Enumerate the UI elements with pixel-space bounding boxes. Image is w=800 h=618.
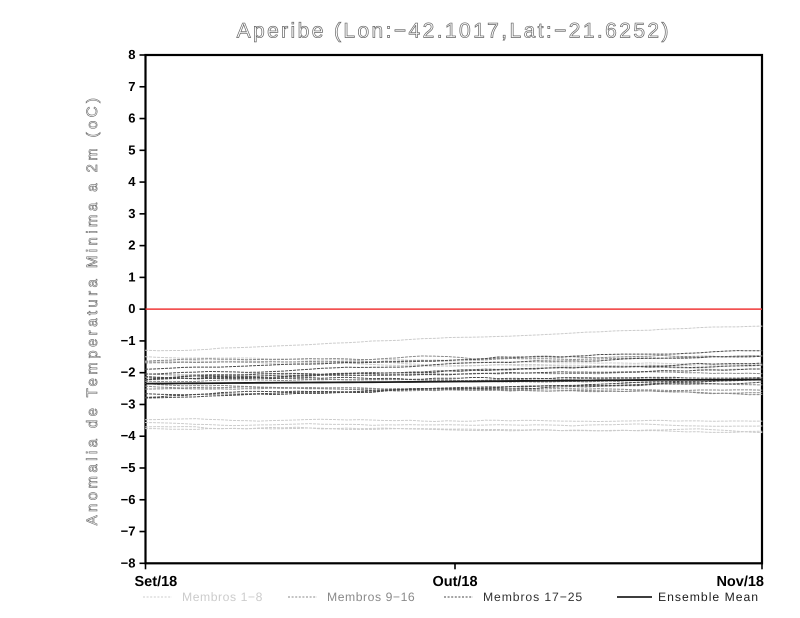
svg-text:Aperibe (Lon:−42.1017,Lat:−21.: Aperibe (Lon:−42.1017,Lat:−21.6252) — [237, 20, 671, 43]
svg-text:5: 5 — [128, 142, 135, 157]
svg-text:Membros 9−16: Membros 9−16 — [327, 590, 415, 604]
svg-text:Set/18: Set/18 — [135, 574, 178, 590]
svg-text:−5: −5 — [121, 460, 136, 475]
svg-text:−3: −3 — [121, 396, 136, 411]
svg-text:7: 7 — [128, 79, 135, 94]
svg-text:Out/18: Out/18 — [432, 574, 477, 590]
svg-text:−6: −6 — [121, 492, 136, 507]
svg-text:8: 8 — [128, 47, 135, 62]
svg-text:Nov/18: Nov/18 — [716, 574, 764, 590]
svg-text:2: 2 — [128, 238, 135, 253]
svg-text:−1: −1 — [121, 333, 136, 348]
svg-text:4: 4 — [128, 174, 136, 189]
svg-text:Membros 1−8: Membros 1−8 — [182, 590, 263, 604]
svg-text:−7: −7 — [121, 524, 136, 539]
svg-text:0: 0 — [128, 301, 135, 316]
svg-text:3: 3 — [128, 206, 135, 221]
svg-text:−8: −8 — [121, 555, 136, 570]
svg-text:Ensemble Mean: Ensemble Mean — [658, 590, 759, 604]
svg-text:1: 1 — [128, 269, 135, 284]
svg-text:−4: −4 — [121, 428, 137, 443]
svg-text:−2: −2 — [121, 365, 136, 380]
svg-text:Membros 17−25: Membros 17−25 — [483, 590, 583, 604]
svg-text:6: 6 — [128, 111, 135, 126]
svg-text:Anomalia de Temperatura Minima: Anomalia de Temperatura Minima a 2m (oC) — [84, 95, 101, 526]
